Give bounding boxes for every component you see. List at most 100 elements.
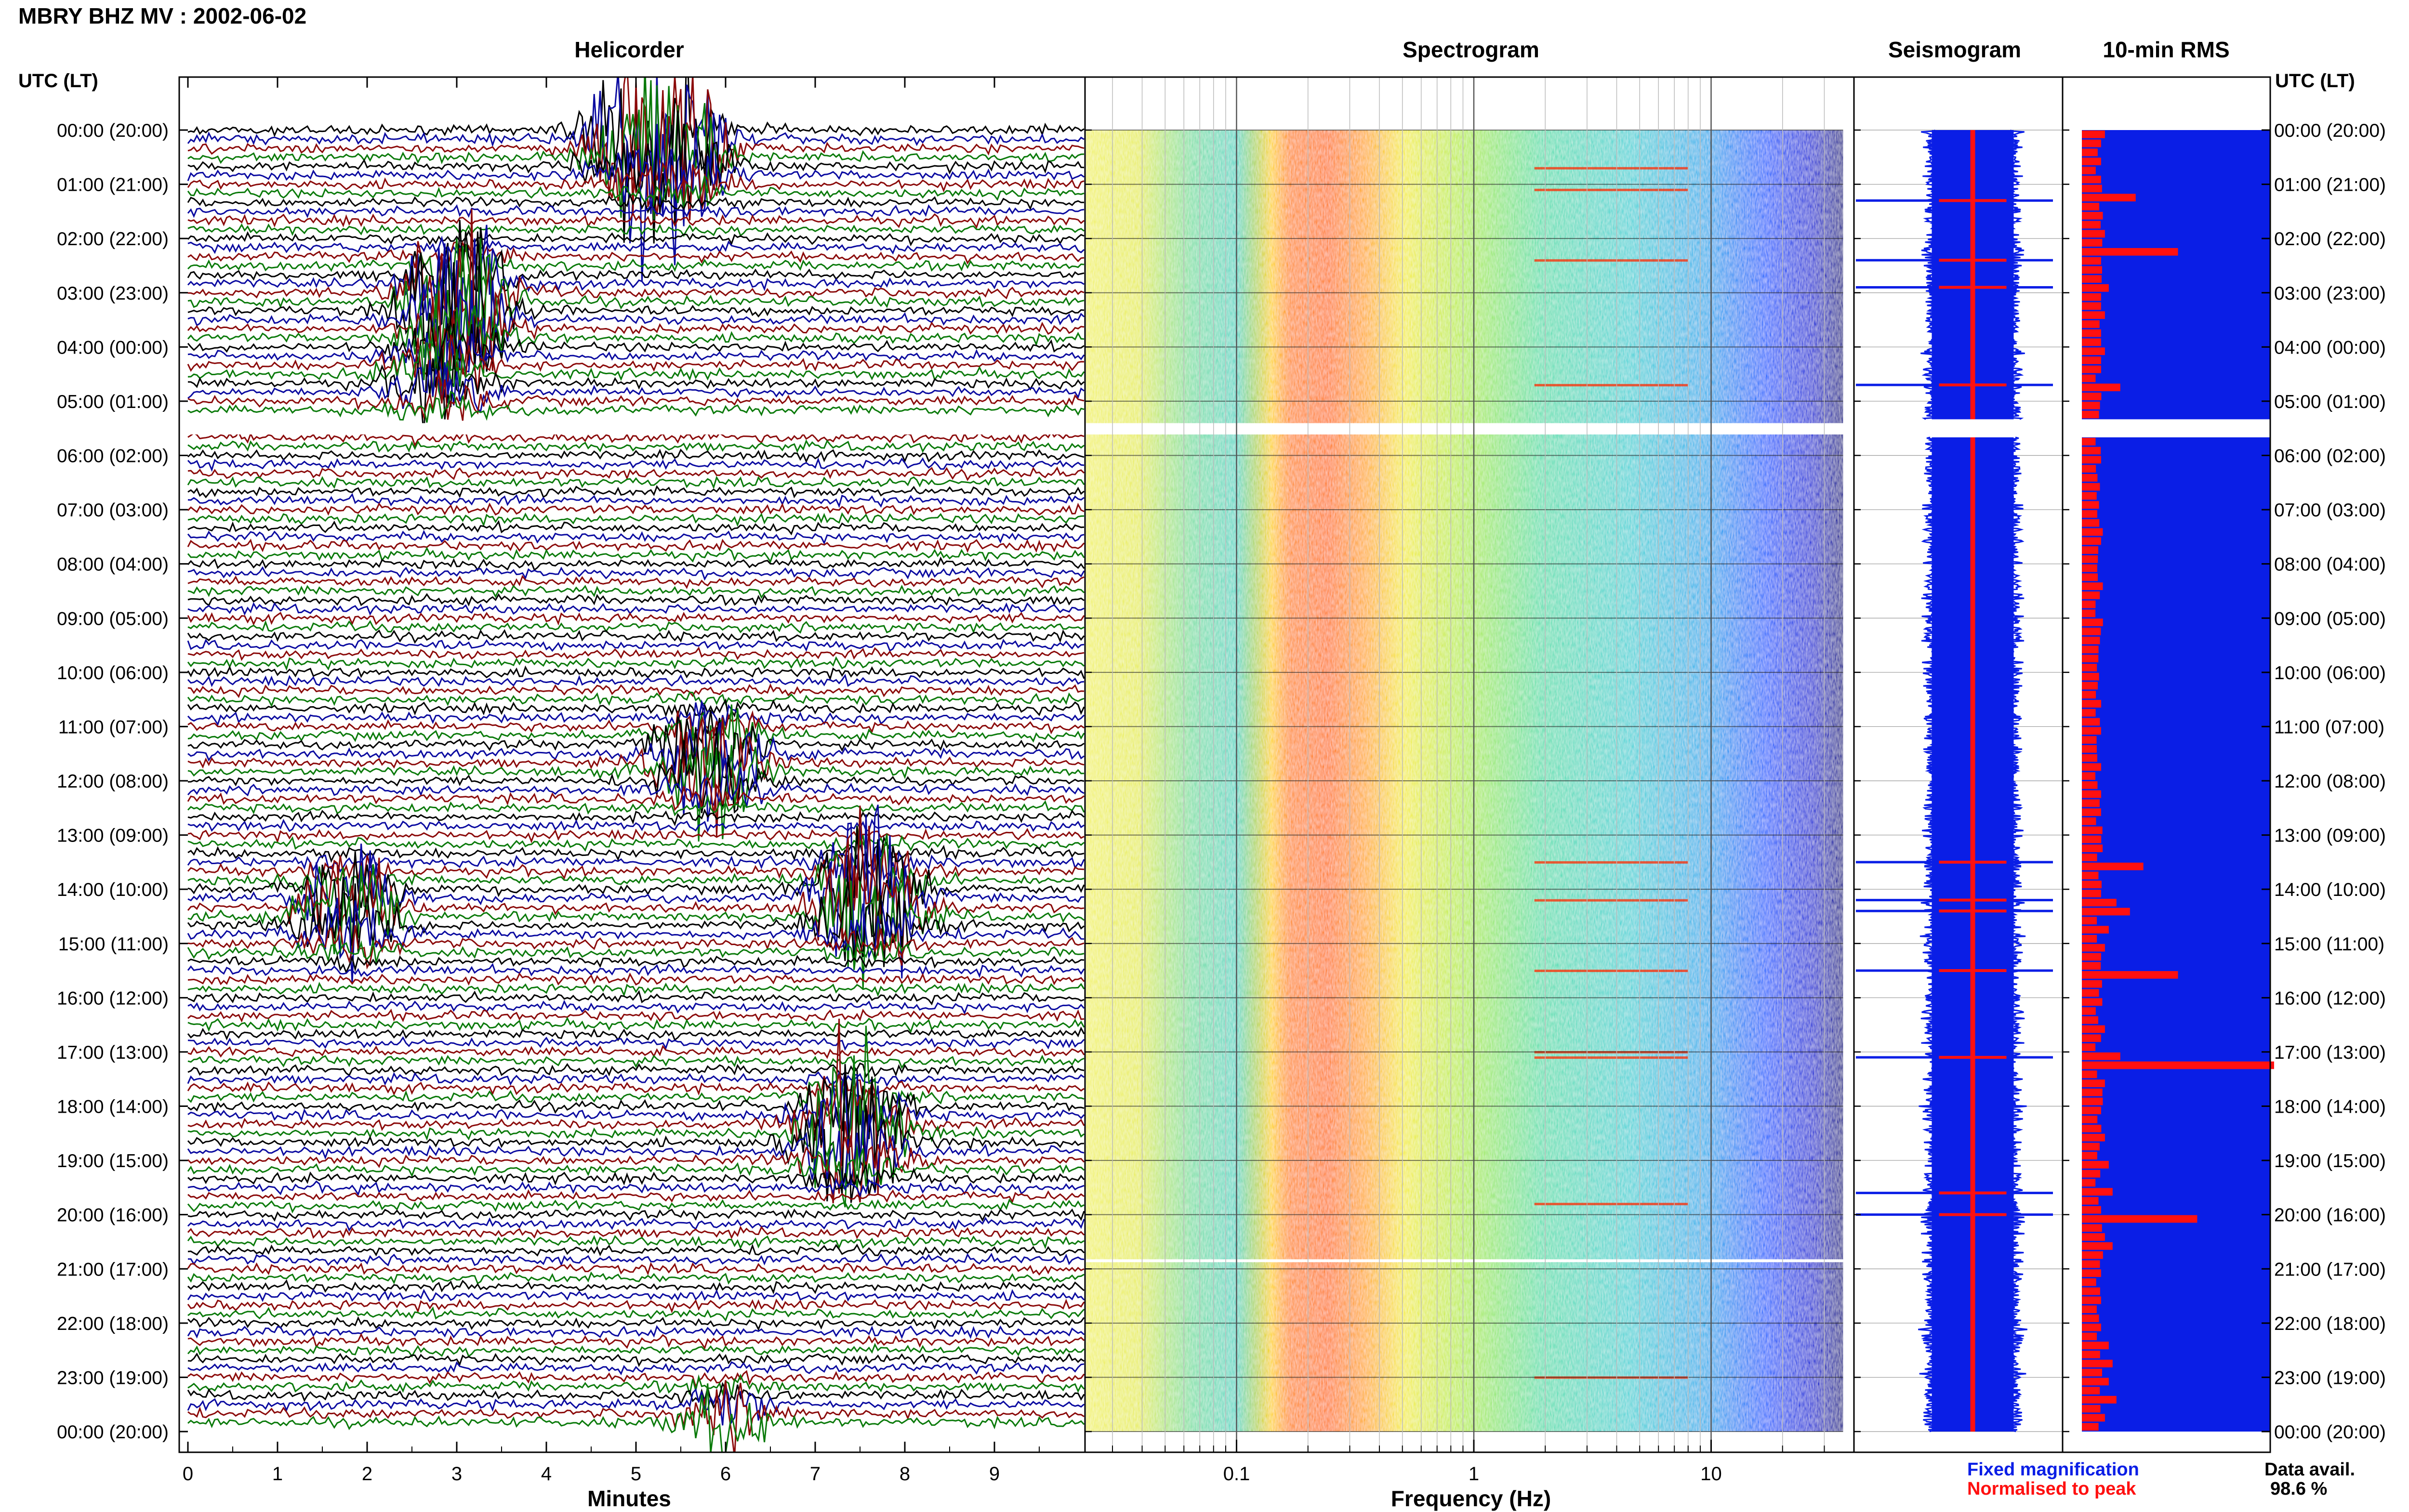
helicorder-trace	[187, 359, 1085, 412]
helicorder-trace	[187, 702, 1085, 733]
helicorder-trace	[187, 448, 1085, 463]
rms-normalised-bar	[2082, 1170, 2101, 1178]
rms-fixed-bar	[2082, 130, 2270, 420]
rms-normalised-bar	[2082, 175, 2101, 184]
rms-normalised-bar	[2082, 926, 2109, 933]
rms-normalised-bar	[2082, 519, 2100, 527]
rms-normalised-bar	[2082, 158, 2101, 166]
rms-normalised-bar	[2082, 1043, 2096, 1051]
rms-normalised-bar	[2082, 934, 2097, 943]
rms-normalised-bar	[2082, 311, 2105, 319]
helicorder-trace	[187, 539, 1085, 553]
helicorder-trace	[187, 220, 1085, 332]
helicorder-trace	[187, 1062, 1085, 1078]
helicorder-trace	[187, 161, 1085, 221]
helicorder-trace	[187, 900, 1085, 985]
rms-normalised-bar	[2082, 1125, 2102, 1132]
rms-normalised-bar	[2082, 1152, 2097, 1160]
left-y-tick-label: 12:00 (08:00)	[57, 771, 169, 792]
helicorder-trace	[187, 1271, 1085, 1285]
spectrogram-event	[1534, 167, 1688, 170]
helicorder-trace	[187, 1325, 1085, 1340]
rms-normalised-bar	[2082, 184, 2102, 193]
rms-normalised-bar	[2082, 1215, 2197, 1223]
helicorder-trace	[187, 963, 1085, 978]
rms-fixed-bar	[2082, 437, 2270, 1432]
rms-normalised-bar	[2082, 1423, 2099, 1431]
helicorder-x-tick-label: 7	[810, 1463, 821, 1485]
helicorder-trace	[187, 466, 1085, 481]
left-y-tick-label: 05:00 (01:00)	[57, 392, 169, 412]
rms-normalised-bar	[2082, 1332, 2097, 1341]
rms-normalised-bar	[2082, 1070, 2097, 1078]
rms-normalised-bar	[2082, 1378, 2109, 1386]
helicorder-trace	[187, 1208, 1085, 1222]
rms-normalised-bar	[2082, 826, 2103, 834]
helicorder-trace	[187, 192, 1084, 214]
helicorder-trace	[187, 638, 1085, 652]
helicorder-trace	[187, 313, 1085, 373]
right-y-tick-label: 16:00 (12:00)	[2274, 988, 2386, 1009]
left-y-tick-label: 16:00 (12:00)	[57, 988, 169, 1009]
rms-normalised-bar	[2082, 230, 2105, 238]
helicorder-trace	[187, 223, 1085, 237]
rms-normalised-bar	[2082, 293, 2101, 301]
rms-normalised-bar	[2082, 727, 2101, 735]
left-y-tick-label: 23:00 (19:00)	[57, 1367, 169, 1388]
rms-normalised-bar	[2082, 1143, 2100, 1151]
rms-normalised-bar	[2082, 655, 2099, 663]
right-y-tick-label: 01:00 (21:00)	[2274, 175, 2386, 196]
rms-normalised-bar	[2082, 447, 2101, 455]
rms-normalised-bar	[2082, 980, 2102, 988]
helicorder-trace	[187, 584, 1085, 599]
rms-normalised-bar	[2082, 1088, 2103, 1096]
helicorder-trace	[187, 1036, 1085, 1051]
right-y-tick-label: 18:00 (14:00)	[2274, 1097, 2386, 1118]
helicorder-trace	[187, 1103, 1085, 1193]
rms-normalised-bar	[2082, 745, 2097, 753]
helicorder-trace	[187, 566, 1085, 581]
helicorder-trace	[187, 1189, 1085, 1204]
helicorder-trace	[187, 1262, 1085, 1276]
rms-normalised-bar	[2082, 763, 2102, 771]
helicorder-trace	[187, 1352, 1085, 1367]
helicorder-trace	[187, 1235, 1085, 1249]
spectrogram-x-tick-label: 0.1	[1223, 1463, 1250, 1485]
rms-normalised-bar	[2082, 320, 2100, 328]
rms-normalised-bar	[2082, 1278, 2096, 1286]
helicorder-trace	[187, 954, 1085, 974]
helicorder-trace	[187, 430, 1085, 447]
rms-normalised-bar	[2082, 1052, 2120, 1060]
rms-normalised-bar	[2082, 266, 2102, 274]
rms-normalised-bar	[2082, 907, 2130, 916]
rms-normalised-bar	[2082, 835, 2102, 843]
helicorder-trace	[187, 209, 1085, 355]
rms-normalised-bar	[2082, 962, 2101, 970]
helicorder-trace	[187, 982, 1085, 998]
helicorder-trace	[187, 575, 1085, 589]
rms-normalised-bar	[2082, 456, 2101, 464]
rms-normalised-bar	[2082, 329, 2101, 337]
rms-normalised-bar	[2082, 1395, 2117, 1404]
helicorder-trace	[187, 925, 1085, 970]
helicorder-trace	[187, 391, 1085, 423]
rms-normalised-bar	[2082, 131, 2105, 138]
rms-normalised-bar	[2082, 501, 2099, 509]
helicorder-trace	[187, 1216, 1085, 1232]
right-axis-header: UTC (LT)	[2275, 70, 2355, 92]
left-y-tick-label: 14:00 (10:00)	[57, 880, 169, 900]
helicorder-trace	[187, 972, 1085, 986]
right-y-tick-label: 08:00 (04:00)	[2274, 554, 2386, 575]
rms-normalised-bar	[2082, 1387, 2100, 1394]
helicorder-trace	[187, 656, 1085, 671]
helicorder-trace	[187, 1064, 1085, 1203]
rms-normalised-bar	[2082, 953, 2101, 961]
rms-normalised-bar	[2082, 600, 2096, 608]
helicorder-trace	[187, 1198, 1085, 1214]
right-y-tick-label: 00:00 (20:00)	[2274, 1422, 2386, 1443]
spectrogram-event	[1534, 970, 1688, 973]
rms-normalised-bar	[2082, 917, 2097, 925]
spectrogram-event	[1534, 1056, 1688, 1059]
rms-normalised-bar	[2082, 709, 2096, 717]
